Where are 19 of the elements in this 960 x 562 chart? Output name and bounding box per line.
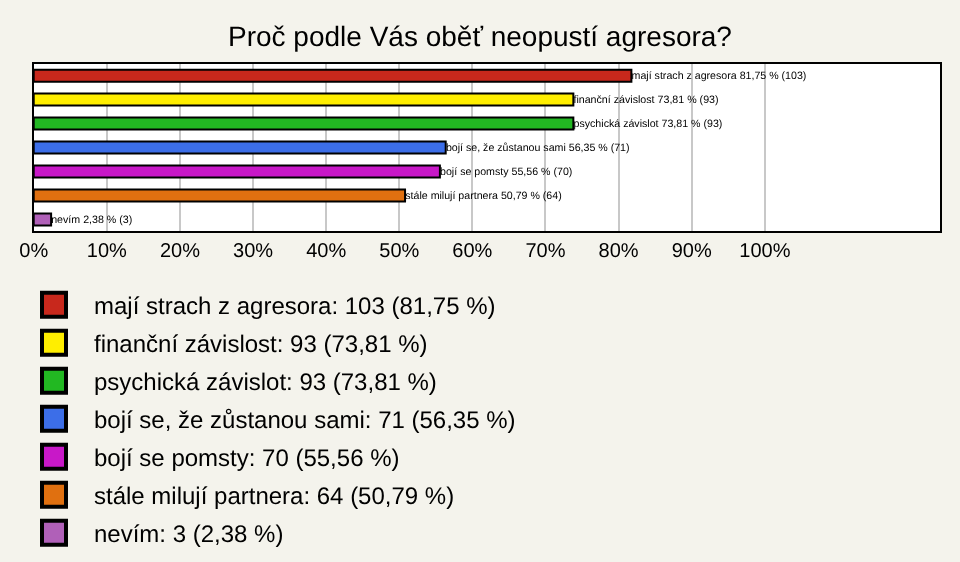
legend-label: stále milují partnera: 64 (50,79 %) <box>94 482 455 511</box>
legend-label: nevím: 3 (2,38 %) <box>94 520 284 549</box>
x-tick-label: 100% <box>739 241 791 264</box>
x-tick-label: 70% <box>525 241 566 264</box>
legend-label: psychická závislot: 93 (73,81 %) <box>94 368 437 397</box>
x-tick-label: 90% <box>671 241 712 264</box>
x-tick-label: 20% <box>159 241 201 264</box>
legend-label: bojí se pomsty: 70 (55,56 %) <box>94 444 400 473</box>
x-tick-label: 10% <box>86 241 128 264</box>
x-tick-label: 50% <box>379 241 420 264</box>
x-tick-label: 80% <box>598 241 639 264</box>
x-tick-label: 60% <box>452 241 493 264</box>
x-tick-label: 30% <box>233 241 274 264</box>
legend-label: mají strach z agresora: 103 (81,75 %) <box>94 292 496 321</box>
legend-label: finanční závislost: 93 (73,81 %) <box>94 330 428 359</box>
chart-title: Proč podle Vás oběť neopustí agresora? <box>228 19 733 52</box>
x-tick-label: 40% <box>306 241 347 264</box>
legend-label: bojí se, že zůstanou sami: 71 (56,35 %) <box>94 406 516 435</box>
x-tick-label: 0% <box>19 241 49 264</box>
